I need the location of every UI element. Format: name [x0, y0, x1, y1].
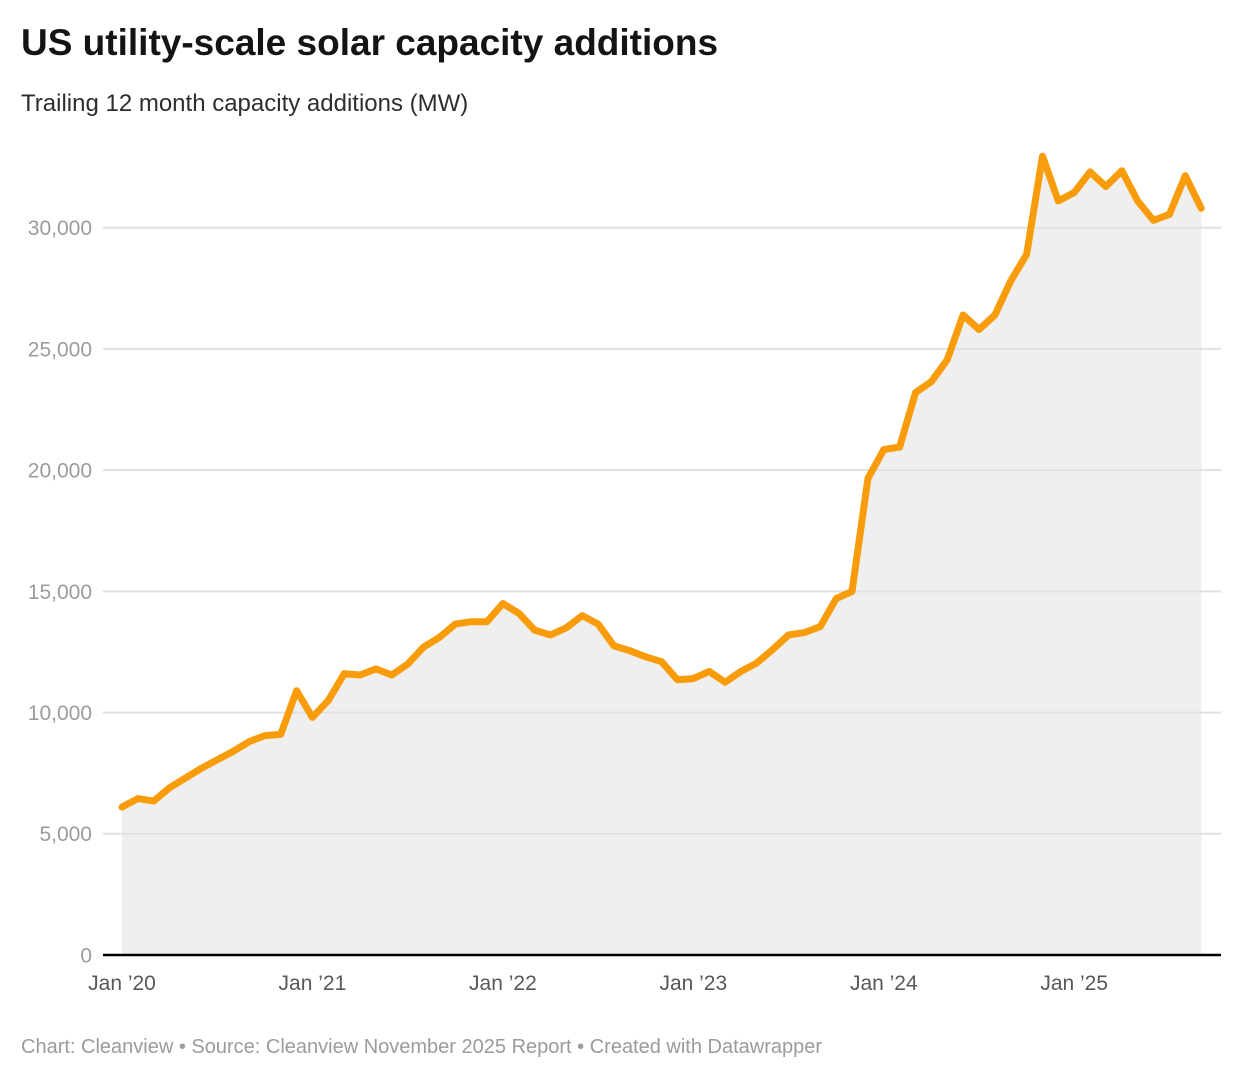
- y-axis-tick-label: 10,000: [28, 702, 92, 725]
- x-axis-tick-label: Jan ’25: [1040, 972, 1108, 995]
- x-axis-tick-label: Jan ’22: [469, 972, 537, 995]
- area-fill: [122, 156, 1202, 955]
- chart-subtitle: Trailing 12 month capacity additions (MW…: [21, 90, 469, 117]
- y-axis-tick-label: 30,000: [28, 217, 92, 240]
- x-axis-tick-label: Jan ’20: [88, 972, 156, 995]
- chart-footer: Chart: Cleanview • Source: Cleanview Nov…: [21, 1036, 823, 1058]
- y-axis-tick-label: 5,000: [39, 823, 92, 846]
- y-axis-tick-label: 20,000: [28, 459, 92, 482]
- data-line: [118, 152, 1205, 811]
- x-axis-tick-label: Jan ’21: [279, 972, 347, 995]
- chart-title: US utility-scale solar capacity addition…: [21, 22, 719, 63]
- x-axis-tick-label: Jan ’24: [850, 972, 918, 995]
- x-axis-tick-label: Jan ’23: [659, 972, 727, 995]
- y-axis-tick-label: 25,000: [28, 338, 92, 361]
- y-axis-tick-label: 15,000: [28, 581, 92, 604]
- y-axis-tick-label: 0: [80, 944, 92, 967]
